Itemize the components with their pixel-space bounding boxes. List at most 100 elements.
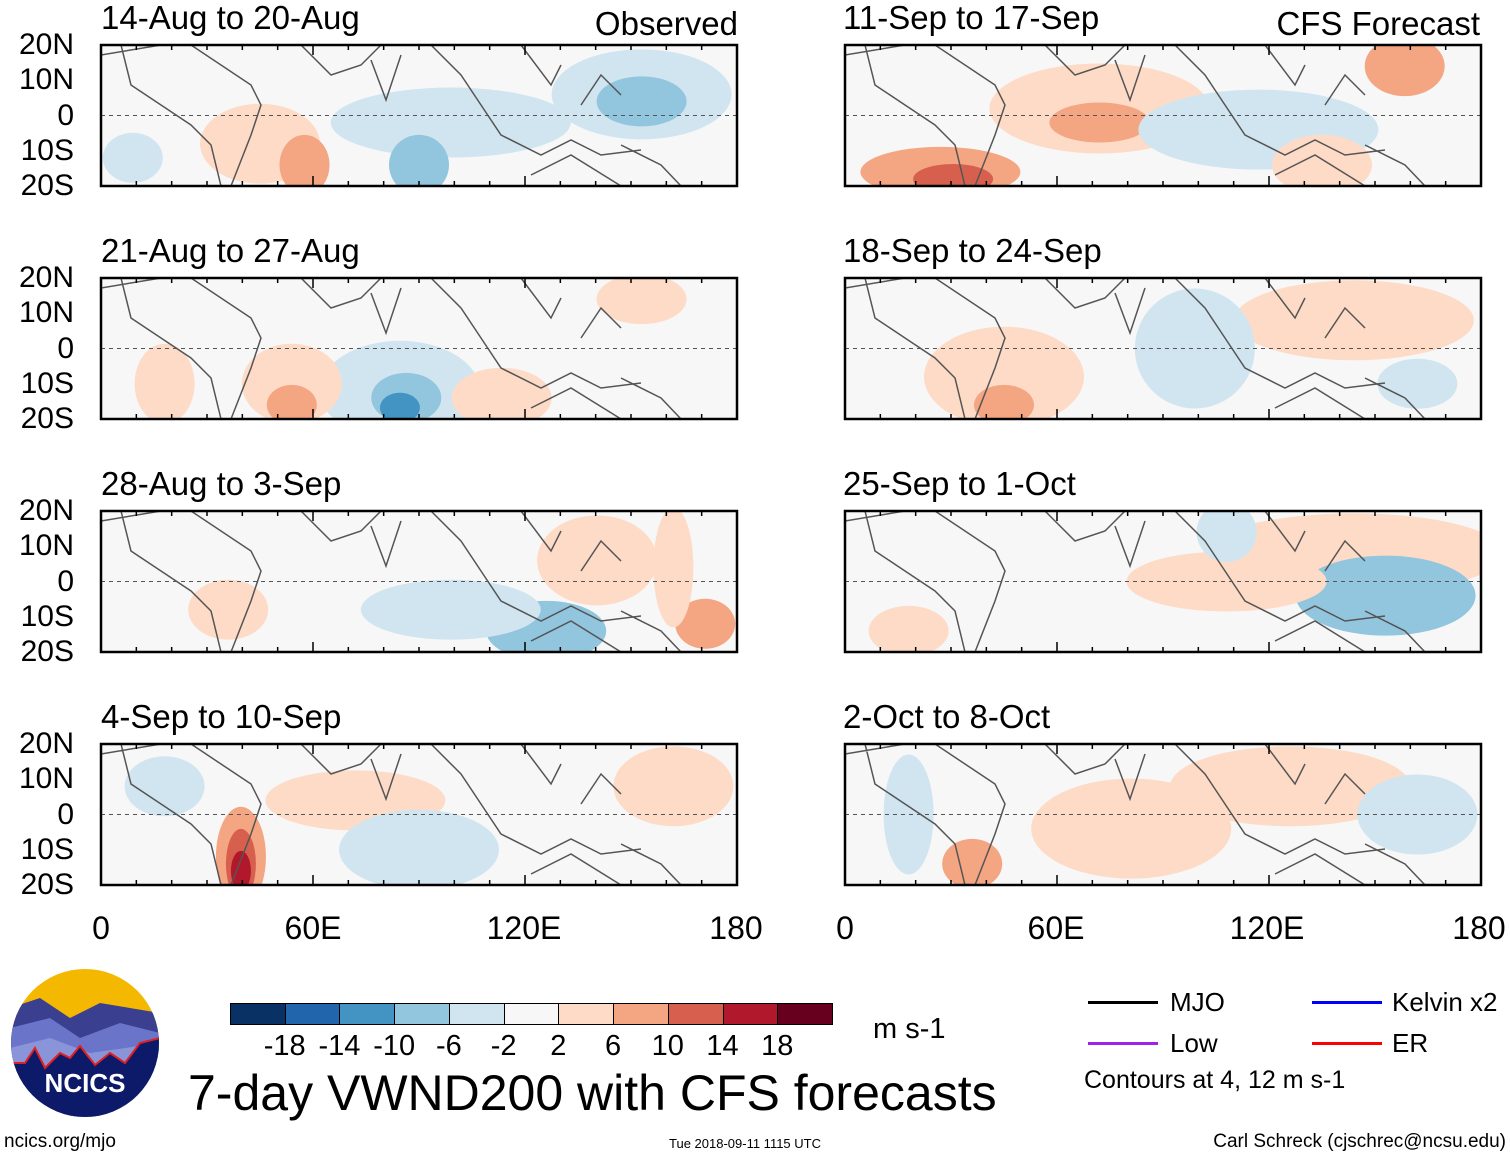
panel-title: 14-Aug to 20-Aug [101,0,360,36]
colorbar-tick-label: 18 [761,1030,794,1062]
anomaly-shading [230,850,251,885]
colorbar-swatch [667,1003,724,1025]
panel-title: 11-Sep to 17-Sep [843,0,1100,36]
colorbar-swatch [558,1003,615,1025]
colorbar-swatch [722,1003,779,1025]
colorbar-swatch [777,1003,833,1025]
observed-label: Observed [594,5,738,42]
anomaly-shading [653,511,694,628]
anomaly-shading [913,163,994,186]
anomaly-shading [1134,288,1255,409]
anomaly-shading [1295,555,1476,636]
forecast-map-panel [843,509,1483,654]
anomaly-shading [279,134,330,186]
anomaly-shading [1196,511,1257,563]
colorbar-swatch [284,1003,341,1025]
colorbar-swatch [230,1003,286,1025]
anomaly-shading [1049,102,1150,143]
anomaly-shading [1364,45,1445,97]
panel-title: 28-Aug to 3-Sep [101,465,342,502]
anomaly-shading [339,809,499,885]
lat-label: 0 [57,797,74,831]
lat-label: 0 [57,564,74,598]
colorbar-tick-label: 2 [550,1030,567,1062]
colorbar-tick-label: -10 [373,1030,416,1062]
anomaly-shading [241,343,342,419]
anomaly-shading [596,76,687,127]
lon-label: 0 [92,910,110,946]
anomaly-shading [1126,551,1327,612]
lat-label: 20S [20,635,74,668]
lat-label: 10N [18,296,74,330]
anomaly-shading [1233,280,1474,361]
lat-label: 20S [20,868,74,901]
lon-label: 60E [284,910,342,946]
observed-map-panel [99,742,739,887]
timestamp: Tue 2018-09-11 1115 UTC [669,1136,821,1151]
panel-title: 4-Sep to 10-Sep [101,698,342,735]
lat-label: 10N [18,63,74,97]
lat-label: 20S [20,402,74,435]
anomaly-shading [1170,746,1411,827]
anomaly-shading [537,515,658,606]
lat-label: 20N [18,727,74,760]
panel-title: 18-Sep to 24-Sep [843,232,1102,269]
lon-label: 0 [836,910,854,946]
contours-note: Contours at 4, 12 m s-1 [1084,1066,1346,1094]
colorbar-units: m s-1 [873,1013,946,1045]
observed-map-panel [99,43,739,188]
forecast-map-panel [843,742,1483,887]
anomaly-shading [379,392,420,419]
lat-label: 20N [18,28,74,61]
ncics-logo: NCICS [10,968,160,1118]
lon-label: 120E [486,910,562,946]
lon-label: 180 [1452,910,1506,946]
anomaly-shading [389,134,449,186]
colorbar-tick-label: -6 [436,1030,462,1062]
lat-label: 10S [20,133,74,167]
lat-label: 20S [20,169,74,202]
legend-low: Low [1170,1028,1218,1058]
colorbar-swatch [448,1003,505,1025]
anomaly-shading [613,746,734,827]
lat-label: 0 [57,331,74,365]
lat-label: 10N [18,762,74,796]
anomaly-shading [1031,778,1232,879]
anomaly-shading [675,598,736,649]
anomaly-shading [868,605,949,652]
figure-title: 7-day VWND200 with CFS forecasts [188,1065,997,1121]
panel-title: 2-Oct to 8-Oct [843,698,1051,735]
lat-label: 10S [20,832,74,866]
panel-title: 25-Sep to 1-Oct [843,465,1076,502]
anomaly-shading [974,384,1034,419]
colorbar-tick-label: -18 [263,1030,306,1062]
colorbar-swatch [503,1003,560,1025]
anomaly-shading [1377,358,1458,409]
legend-er-line [1312,1042,1382,1045]
anomaly-shading [134,343,195,419]
anomaly-shading [1357,774,1478,855]
colorbar-tick-label: -14 [318,1030,361,1062]
anomaly-shading [360,579,541,640]
legend-kelvin: Kelvin x2 [1392,987,1498,1017]
lat-label: 0 [57,98,74,132]
forecast-map-panel [843,43,1483,188]
anomaly-shading [883,754,934,875]
colorbar-swatch [339,1003,396,1025]
lat-label: 20N [18,494,74,527]
forecast-map-panel [843,276,1483,421]
anomaly-shading [330,87,571,158]
anomaly-shading [924,326,1084,419]
panel-title: 21-Aug to 27-Aug [101,232,360,269]
legend-er: ER [1392,1028,1429,1058]
lat-label: 10S [20,366,74,400]
colorbar-swatch [613,1003,669,1025]
anomaly-shading [188,579,269,640]
anomaly-shading [1272,134,1372,186]
logo-text: NCICS [45,1068,126,1098]
legend-mjo: MJO [1170,987,1225,1017]
legend-mjo-line [1088,1001,1158,1004]
anomaly-shading [124,756,205,817]
colorbar-tick-label: 6 [605,1030,622,1062]
site-link[interactable]: ncics.org/mjo [4,1131,116,1152]
